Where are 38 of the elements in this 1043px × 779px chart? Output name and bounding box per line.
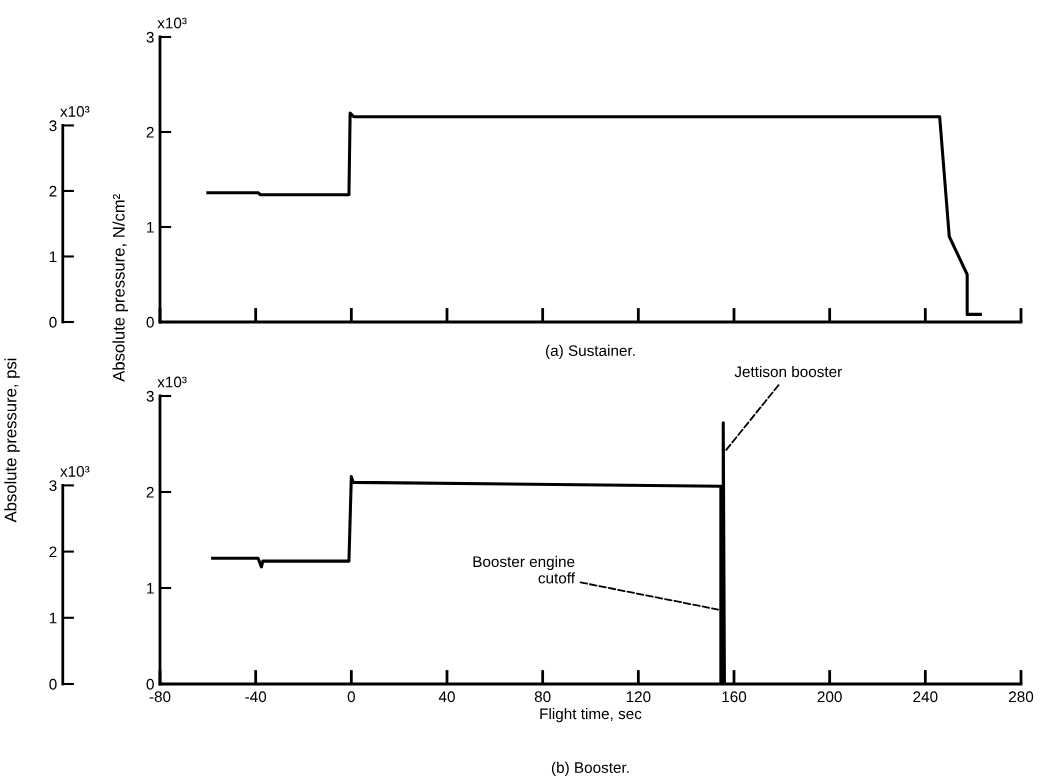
- y2-tick-label: 0: [49, 678, 57, 690]
- text: x10³: [60, 465, 90, 477]
- y2-tick-label: 2: [49, 185, 57, 197]
- y-tick-label: 1: [147, 222, 154, 233]
- x-tick-label: 200: [817, 691, 842, 703]
- text: x10³: [157, 376, 187, 388]
- x-tick-label: 0: [347, 691, 355, 703]
- y2-tick-label: 3: [49, 120, 57, 132]
- line-series: [206, 111, 982, 316]
- y-tick-label: 0: [146, 316, 154, 328]
- y2-tick-label: 3: [49, 480, 57, 492]
- x-tick-label: 80: [534, 691, 551, 703]
- text: (b) Booster.: [551, 761, 629, 776]
- y-tick-label: 2: [146, 126, 154, 138]
- text: (a) Sustainer.: [546, 344, 635, 360]
- y2-axis-title: Absolute pressure, psi: [4, 358, 20, 523]
- y-tick-label: 1: [147, 583, 154, 594]
- y-tick-label: 3: [146, 31, 154, 43]
- y2-tick-label: 2: [49, 546, 57, 558]
- x-tick-label: 240: [913, 691, 938, 703]
- text: x10³: [157, 17, 187, 29]
- x-tick-label: -80: [149, 691, 171, 703]
- x-tick-label: 160: [722, 691, 747, 703]
- x-tick-label: 40: [438, 691, 455, 703]
- x-tick-label: 280: [1009, 691, 1034, 703]
- y-tick-label: 0: [146, 678, 154, 690]
- x-tick-label: 120: [626, 691, 651, 703]
- annotation: Jettison booster: [734, 365, 842, 378]
- y2-tick-label: 1: [49, 251, 57, 263]
- x-tick-label: -40: [245, 691, 267, 703]
- y-tick-label: 3: [146, 390, 154, 402]
- y2-tick-label: 0: [49, 316, 57, 328]
- y-axis-title: Absolute pressure, N/cm²: [112, 194, 128, 382]
- y2-tick-label: 1: [49, 612, 57, 624]
- annotation: Booster engine cutoff: [473, 555, 576, 584]
- y-tick-label: 2: [146, 486, 154, 498]
- x-axis-title: Flight time, sec: [540, 707, 642, 723]
- text: x10³: [60, 106, 90, 117]
